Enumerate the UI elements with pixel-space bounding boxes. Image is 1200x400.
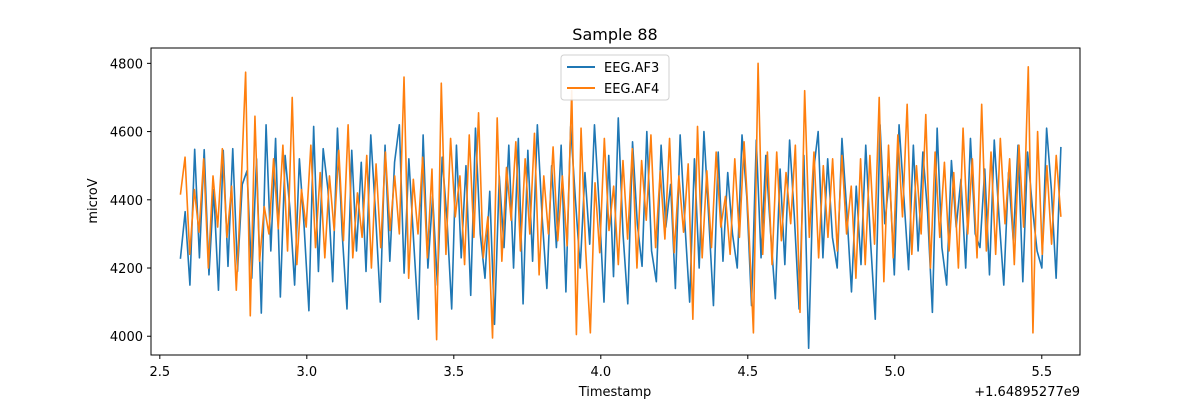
x-tick-label: 2.5 — [149, 365, 170, 380]
y-tick-label: 4400 — [110, 194, 143, 209]
series-line-eeg-af4 — [179, 62, 1062, 341]
y-tick-label: 4800 — [110, 57, 143, 72]
legend: EEG.AF3 EEG.AF4 — [560, 54, 670, 101]
y-tick-label: 4000 — [110, 330, 143, 345]
x-offset-label: +1.64895277e9 — [974, 385, 1080, 400]
y-axis: 4000 4200 4400 4600 4800 — [110, 57, 151, 345]
plot-frame — [150, 47, 1081, 356]
y-axis-title: microV — [86, 178, 101, 223]
chart-title: Sample 88 — [572, 25, 657, 44]
x-tick-label: 4.0 — [590, 365, 611, 380]
y-tick-label: 4200 — [110, 262, 143, 277]
legend-label-af4: EEG.AF4 — [604, 82, 659, 97]
x-tick-label: 5.5 — [1031, 365, 1052, 380]
x-tick-label: 3.0 — [296, 365, 317, 380]
x-tick-label: 3.5 — [443, 365, 464, 380]
series-line-eeg-af3 — [179, 117, 1062, 349]
x-axis: 2.5 3.0 3.5 4.0 4.5 5.0 5.5 — [149, 355, 1052, 380]
series-layer — [179, 62, 1062, 349]
x-axis-title: Timestamp — [578, 385, 652, 400]
x-tick-label: 4.5 — [737, 365, 758, 380]
x-tick-label: 5.0 — [884, 365, 905, 380]
legend-label-af3: EEG.AF3 — [604, 61, 659, 76]
y-tick-label: 4600 — [110, 126, 143, 141]
